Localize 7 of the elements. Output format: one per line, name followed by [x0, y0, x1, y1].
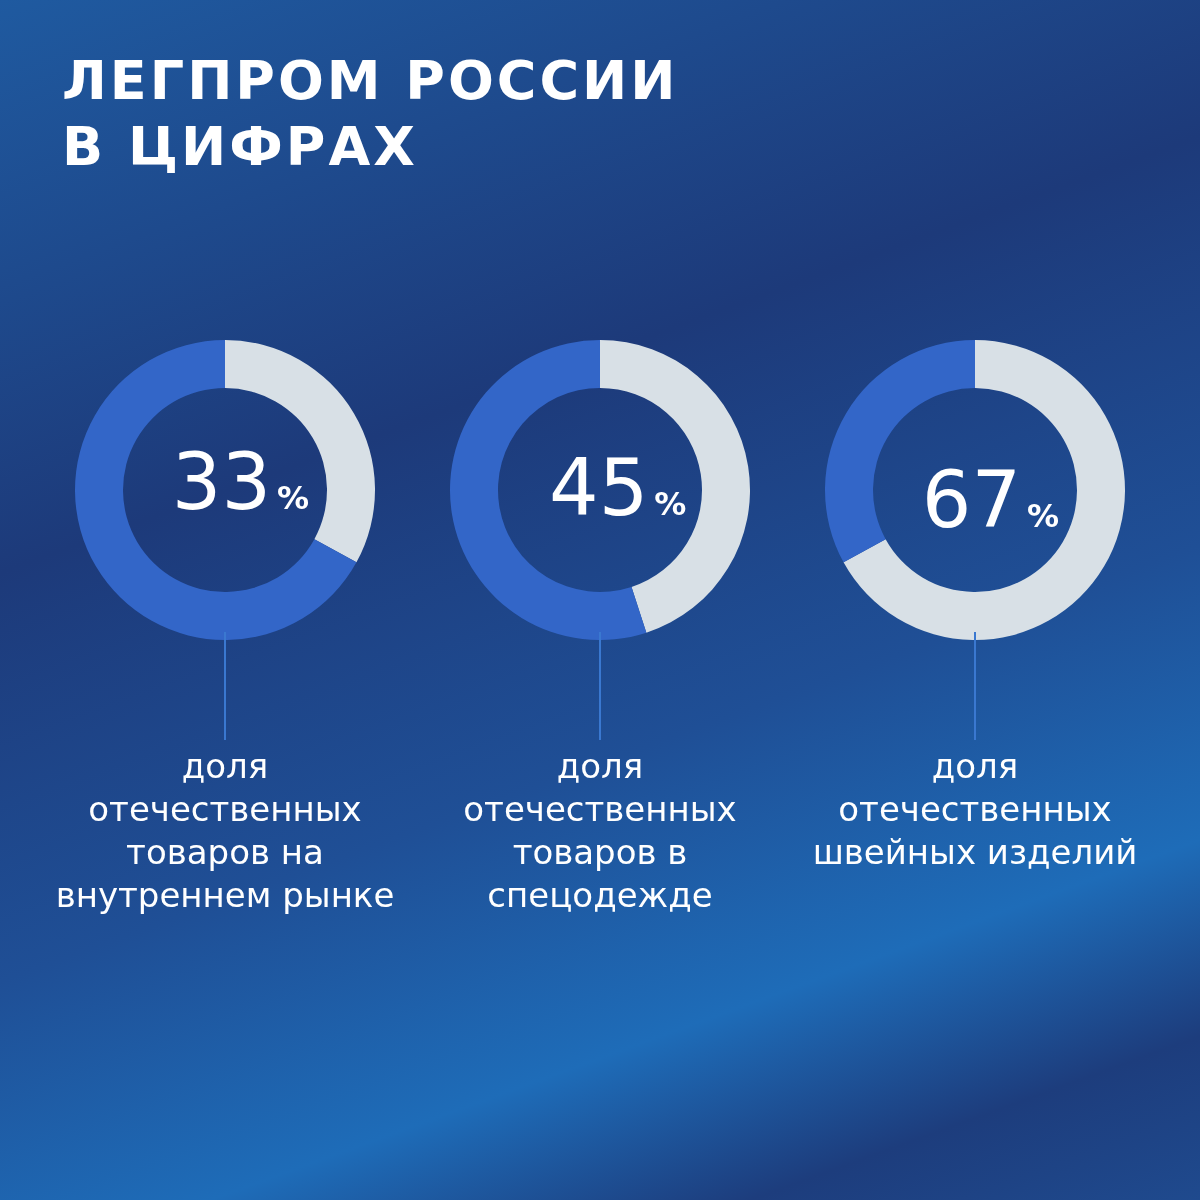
data-label: 33% [171, 436, 310, 527]
chart-title: ЛЕГПРОМ РОССИИ В ЦИФРАХ [62, 48, 680, 180]
data-label: 67% [921, 455, 1060, 546]
text: доля отечественных швейных изделий [811, 745, 1139, 874]
text: доля отечественных товаров в спецодежде [462, 745, 738, 917]
data-label: 45% [549, 443, 687, 534]
text: доля отечественных товаров на внутреннем рынке [54, 745, 396, 917]
